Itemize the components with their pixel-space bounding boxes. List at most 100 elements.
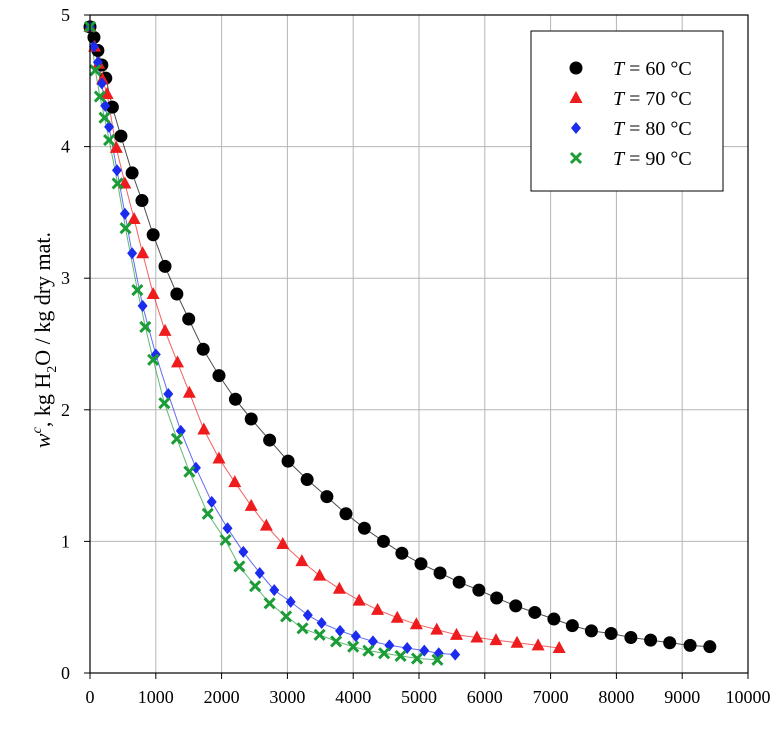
data-point-triangle: [276, 537, 290, 550]
data-point-diamond: [269, 584, 280, 597]
data-point-circle: [182, 312, 196, 326]
data-point-triangle: [127, 211, 141, 224]
data-point-cross: [158, 397, 171, 410]
legend-marker-diamond: [571, 122, 581, 134]
data-point-triangle: [146, 286, 160, 299]
data-point-circle: [87, 30, 101, 44]
data-point-circle: [263, 433, 277, 447]
data-point-triangle: [313, 568, 327, 581]
data-point-cross: [394, 649, 407, 662]
data-point-circle: [146, 228, 160, 242]
data-point-triangle: [390, 610, 404, 623]
data-point-triangle: [552, 640, 566, 653]
data-point-cross: [201, 507, 214, 520]
data-point-cross: [330, 635, 343, 648]
x-tick-label: 10000: [726, 687, 771, 707]
data-point-triangle: [489, 633, 503, 646]
data-point-circle: [452, 575, 466, 589]
data-point-circle: [547, 612, 561, 626]
data-point-triangle: [259, 518, 273, 531]
fit-curve-triangle: [89, 26, 560, 649]
data-point-circle: [114, 129, 128, 143]
data-point-diamond: [137, 299, 148, 312]
data-point-cross: [313, 628, 326, 641]
data-point-triangle: [228, 475, 242, 488]
data-point-triangle: [182, 385, 196, 398]
data-point-cross: [93, 90, 106, 103]
data-point-cross: [147, 353, 160, 366]
data-point-circle: [433, 566, 447, 580]
data-point-diamond: [150, 348, 161, 361]
data-point-cross: [347, 640, 360, 653]
y-tick-label: 1: [61, 531, 70, 551]
legend-label: T = 90 °C: [613, 148, 692, 170]
data-point-circle: [158, 259, 172, 273]
data-point-triangle: [158, 323, 172, 336]
data-point-cross: [219, 534, 232, 547]
data-point-triangle: [212, 451, 226, 464]
data-point-circle: [196, 342, 210, 356]
y-tick-label: 3: [61, 268, 70, 288]
data-point-triangle: [332, 581, 346, 594]
legend: T = 60 °C T = 70 °C T = 80 °C T = 90 °C: [530, 30, 724, 192]
legend-marker-circle: [569, 61, 583, 75]
data-point-cross: [410, 652, 424, 665]
data-point-circle: [357, 521, 371, 535]
data-point-circle: [300, 473, 314, 487]
data-point-triangle: [100, 86, 114, 99]
data-point-circle: [376, 534, 390, 548]
x-tick-label: 3000: [269, 687, 305, 707]
data-point-triangle: [136, 246, 150, 259]
x-tick-label: 8000: [598, 687, 634, 707]
data-point-diamond: [206, 495, 217, 508]
data-point-diamond: [450, 648, 461, 661]
data-point-diamond: [111, 164, 122, 177]
data-point-diamond: [96, 77, 107, 90]
data-point-cross: [431, 653, 444, 666]
data-point-circle: [528, 605, 542, 619]
data-point-diamond: [302, 609, 313, 622]
data-point-circle: [414, 557, 428, 571]
data-point-diamond: [254, 566, 265, 579]
x-tick-label: 6000: [467, 687, 503, 707]
data-point-diamond: [100, 99, 111, 112]
y-tick-label: 5: [61, 5, 70, 25]
data-point-circle: [703, 640, 717, 654]
data-point-diamond: [350, 630, 361, 643]
data-point-circle: [135, 194, 149, 208]
data-point-cross: [263, 597, 276, 610]
legend-label: T = 80 °C: [613, 118, 692, 140]
data-point-cross: [170, 432, 183, 445]
data-point-circle: [320, 490, 334, 504]
data-point-cross: [296, 622, 309, 635]
data-point-cross: [131, 283, 144, 297]
fit-curve-cross: [89, 26, 438, 661]
data-point-diamond: [175, 424, 186, 437]
data-point-diamond: [88, 40, 99, 53]
data-point-triangle: [197, 422, 211, 435]
data-point-cross: [280, 610, 293, 623]
data-point-triangle: [430, 622, 444, 635]
y-tick-labels: 0 1 2 3 4 5: [61, 5, 70, 683]
legend-label: T = 70 °C: [613, 88, 692, 110]
data-point-diamond: [222, 522, 233, 535]
data-point-diamond: [104, 120, 115, 133]
legend-marker-cross: [569, 151, 583, 165]
data-point-circle: [509, 599, 523, 613]
x-tick-label: 5000: [401, 687, 437, 707]
data-point-cross: [362, 644, 375, 657]
data-point-cross: [378, 647, 391, 660]
data-point-circle: [212, 369, 226, 383]
data-point-diamond: [384, 639, 395, 652]
data-point-circle: [395, 546, 409, 560]
data-point-triangle: [450, 627, 464, 640]
data-point-circle: [663, 636, 677, 650]
data-point-triangle: [295, 554, 309, 567]
legend-label: T = 60 °C: [613, 58, 692, 80]
data-points: [83, 19, 717, 666]
data-point-triangle: [352, 593, 366, 606]
data-point-diamond: [92, 56, 103, 69]
legend-marker-triangle: [569, 91, 583, 103]
y-tick-label: 2: [61, 400, 70, 420]
